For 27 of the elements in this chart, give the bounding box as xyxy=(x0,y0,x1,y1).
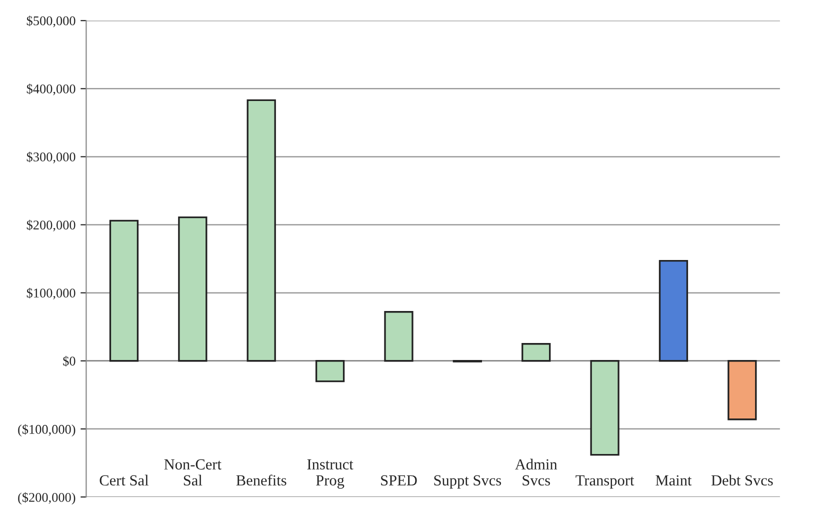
y-tick-label: ($100,000) xyxy=(18,424,76,437)
x-tick-label: Instruct Prog xyxy=(307,459,354,489)
bar xyxy=(590,360,620,456)
x-tick-label: Benefits xyxy=(236,474,286,486)
bar xyxy=(658,260,688,362)
bar xyxy=(109,220,139,362)
y-tick-label: $500,000 xyxy=(26,16,76,28)
x-tick-label: Transport xyxy=(576,475,634,489)
y-tick-label: $300,000 xyxy=(26,152,76,164)
x-tick-label: Suppt Svcs xyxy=(434,475,502,489)
bar xyxy=(522,343,551,362)
x-tick-label: Cert Sal xyxy=(100,474,148,486)
x-tick-label: Maint xyxy=(656,475,692,486)
x-tick-label: Non-Cert Sal xyxy=(164,459,222,486)
bar xyxy=(315,360,345,382)
x-tick-label: SPED xyxy=(381,475,417,486)
bar xyxy=(178,216,208,362)
y-tick-label: $200,000 xyxy=(26,220,76,232)
y-tick-label: ($200,000) xyxy=(18,492,76,505)
bar xyxy=(728,360,757,420)
bar xyxy=(384,311,414,362)
x-tick-label: Admin Svcs xyxy=(515,458,558,486)
x-tick-label: Debt Svcs xyxy=(711,474,773,486)
y-tick-label: $100,000 xyxy=(26,288,76,300)
y-tick-label: $400,000 xyxy=(26,84,76,96)
y-tick-label: $0 xyxy=(63,356,76,366)
bar xyxy=(246,99,276,362)
